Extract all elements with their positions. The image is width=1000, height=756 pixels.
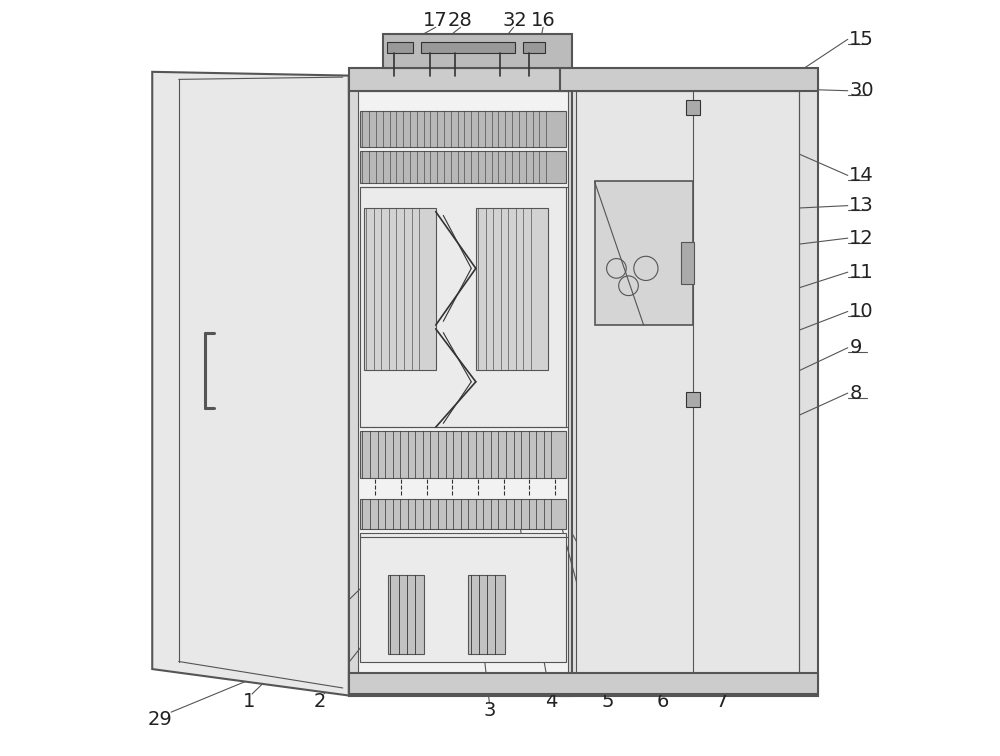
Text: 12: 12 [849,228,874,248]
Text: 17: 17 [423,11,448,30]
Polygon shape [152,72,349,696]
Bar [686,100,700,115]
Text: 2: 2 [314,692,326,711]
Bar [681,242,694,284]
Bar [576,91,799,680]
Bar [387,42,413,53]
Text: 5: 5 [602,692,614,711]
Text: 13: 13 [849,196,874,215]
Text: 7: 7 [715,692,728,711]
Bar [360,499,566,529]
Bar [594,181,693,325]
Text: 14: 14 [849,166,874,185]
Bar [360,187,566,427]
Bar [383,34,572,68]
Bar [358,91,568,688]
Bar [349,673,818,694]
Text: 29: 29 [147,710,172,730]
Bar [476,208,548,370]
Text: 11: 11 [849,262,874,282]
Bar [560,68,818,91]
Text: 4: 4 [545,692,558,711]
Text: 3: 3 [484,701,496,720]
Bar [349,68,572,91]
Bar [360,151,566,183]
Bar [349,76,572,696]
Text: 32: 32 [503,11,527,30]
Text: 9: 9 [849,338,862,358]
Text: 6: 6 [656,692,669,711]
Bar [468,575,505,654]
Text: 1: 1 [243,692,255,711]
Bar [686,392,700,407]
Text: 16: 16 [531,11,555,30]
Bar [560,76,818,696]
Text: 30: 30 [849,81,874,101]
Text: 15: 15 [849,29,874,49]
Bar [360,533,566,662]
Bar [388,575,424,654]
Bar [421,42,515,53]
Text: 28: 28 [448,11,472,30]
Bar [523,42,545,53]
Bar [360,111,566,147]
Bar [360,431,566,478]
Text: 10: 10 [849,302,874,321]
Text: 8: 8 [849,383,862,403]
Bar [364,208,436,370]
